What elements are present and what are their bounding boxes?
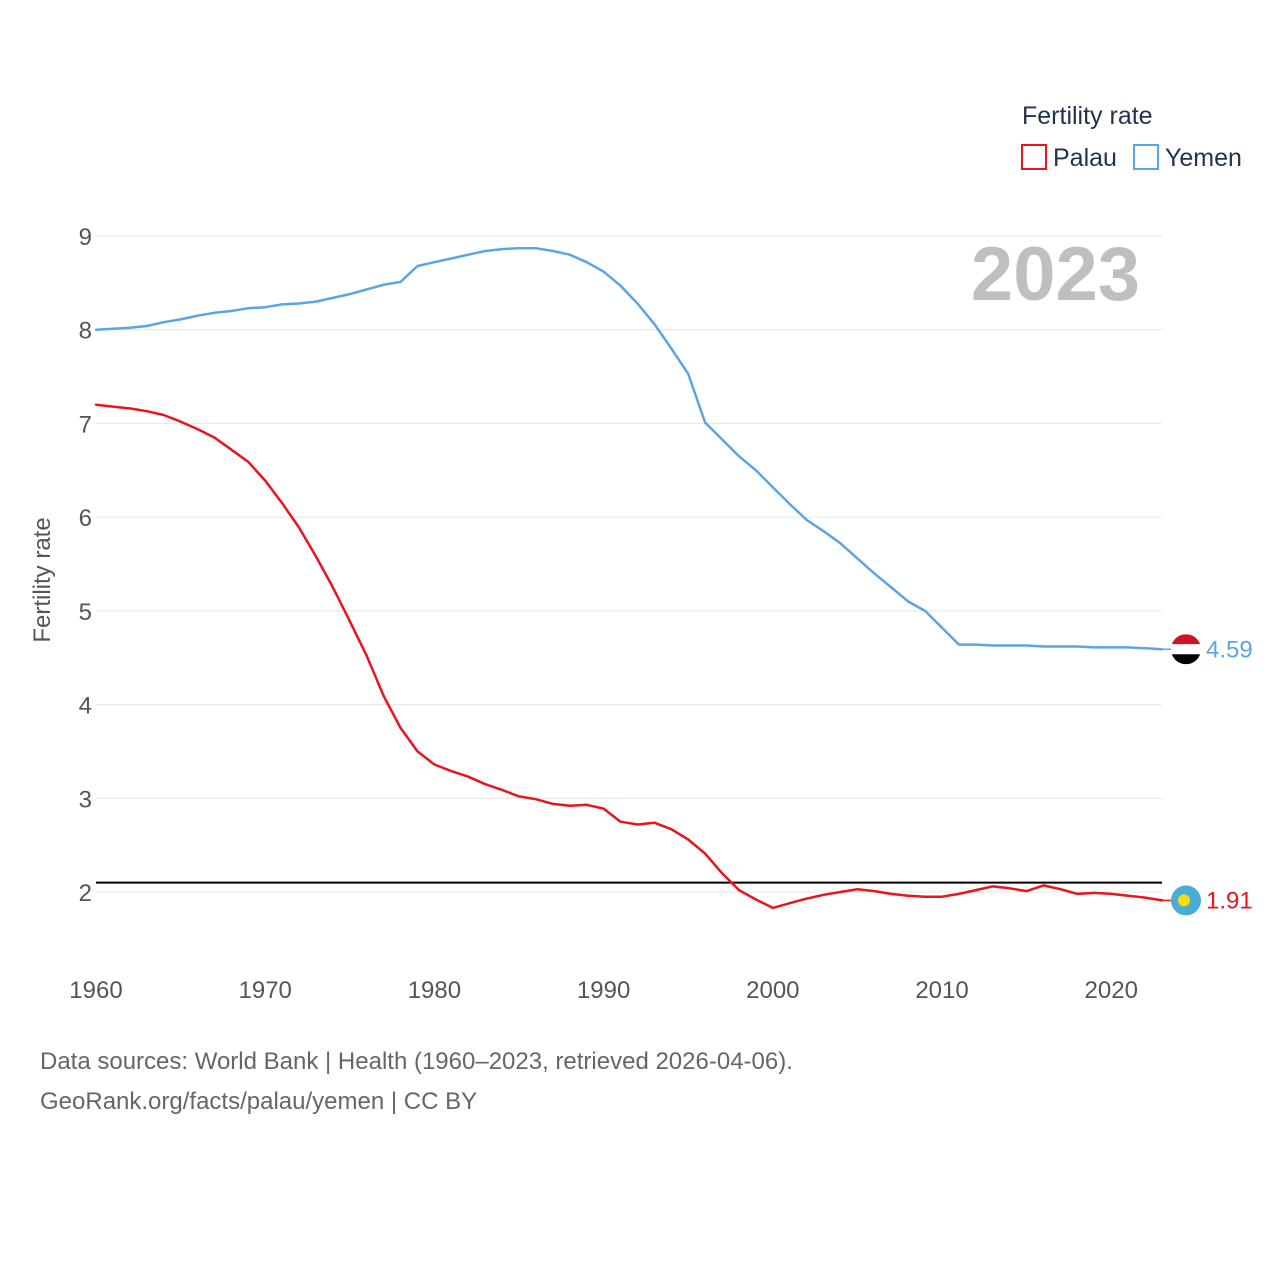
flag-marker-yemen [1171,634,1201,665]
x-tick-label-1960: 1960 [69,977,122,1004]
legend-swatch-yemen [1133,144,1159,170]
end-value-label-palau: 1.91 [1206,887,1253,914]
end-markers: 1.91 4.59 [1162,634,1253,916]
series-line-yemen[interactable] [94,246,1164,651]
x-tick-label-1980: 1980 [408,977,461,1004]
legend-item-palau[interactable]: Palau [1021,144,1117,172]
y-tick-label-8: 8 [79,318,92,345]
grid-lines [96,235,1162,893]
data-sources-footer: Data sources: World Bank | Health (1960–… [40,1042,793,1122]
y-axis-ticks: 2 3 4 5 6 7 8 9 [79,224,92,907]
legend-label-palau: Palau [1053,144,1117,172]
y-tick-label-4: 4 [79,693,92,720]
series-lines [94,246,1164,910]
footer-sources-line: Data sources: World Bank | Health (1960–… [40,1048,793,1075]
legend-title: Fertility rate [1022,102,1153,130]
legend: Fertility rate Palau Yemen [1021,102,1242,172]
y-tick-label-5: 5 [79,599,92,626]
year-label: 2023 [971,232,1140,317]
footer-credit-line: GeoRank.org/facts/palau/yemen | CC BY [40,1088,478,1115]
end-value-label-yemen: 4.59 [1206,636,1253,663]
legend-label-yemen: Yemen [1165,144,1242,172]
y-tick-label-3: 3 [79,786,92,813]
flag-marker-palau [1171,885,1201,916]
y-tick-label-2: 2 [79,880,92,907]
y-tick-label-6: 6 [79,505,92,532]
y-tick-label-9: 9 [79,224,92,251]
legend-swatch-palau [1021,144,1047,170]
x-tick-label-1990: 1990 [577,977,630,1004]
x-tick-label-1970: 1970 [239,977,292,1004]
x-tick-label-2000: 2000 [746,977,799,1004]
series-line-palau[interactable] [94,403,1164,910]
x-axis-ticks: 1960 1970 1980 1990 2000 2010 2020 [69,977,1138,1004]
y-axis-title: Fertility rate [29,517,56,642]
x-tick-label-2020: 2020 [1085,977,1138,1004]
x-tick-label-2010: 2010 [915,977,968,1004]
legend-item-yemen[interactable]: Yemen [1133,144,1242,172]
y-tick-label-7: 7 [79,411,92,438]
